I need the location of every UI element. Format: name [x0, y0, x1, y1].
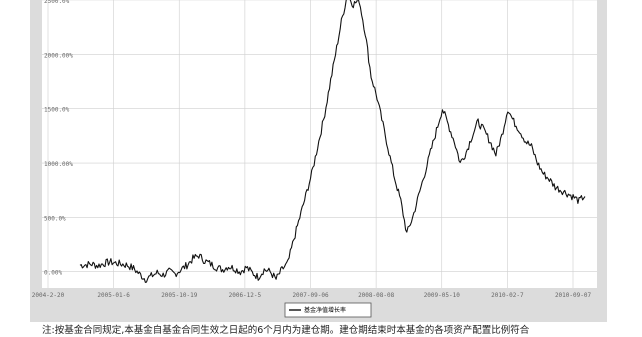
line-chart: 2500.0% 2000.00% 1500.0% 1000.00% 500.0% 0.00…: [32, 0, 597, 318]
x-axis-ticks: 2004-2-20 2005-01-6 2005-10-19 2006-12-5 200…: [32, 292, 592, 299]
grid: [42, 0, 597, 288]
x-tick-label: 2005-01-6: [97, 292, 130, 299]
y-axis-ticks: 2500.0% 2000.00% 1500.0% 1000.00% 500.0% 0.00…: [44, 0, 73, 277]
y-tick-label: 2000.00%: [44, 52, 73, 59]
chart-frame: 2500.0% 2000.00% 1500.0% 1000.00% 500.0% 0.00…: [30, 0, 607, 322]
y-tick-label: 1500.0%: [44, 107, 70, 114]
x-tick-label: 2009-05-10: [424, 292, 461, 299]
x-tick-label: 2010-09-07: [555, 292, 592, 299]
x-tick-label: 2005-10-19: [161, 292, 198, 299]
x-tick-label: 2010-02-7: [491, 292, 524, 299]
y-tick-label: 1000.00%: [44, 161, 73, 168]
y-tick-label: 0.00%: [44, 270, 62, 277]
y-tick-label: 2500.0%: [44, 0, 70, 5]
legend: 基金净值增长率: [284, 302, 372, 318]
x-tick-label: 2006-12-5: [229, 292, 262, 299]
legend-box: [284, 302, 372, 318]
x-tick-label: 2008-08-08: [358, 292, 395, 299]
plot-area: [42, 0, 597, 288]
legend-label: 基金净值增长率: [304, 306, 346, 314]
x-tick-label: 2007-09-06: [292, 292, 329, 299]
y-tick-label: 500.0%: [44, 215, 66, 222]
x-tick-label: 2004-2-20: [32, 292, 65, 299]
series-line: [79, 0, 586, 283]
footnote: 注:按基金合同规定,本基金自基金合同生效之日起的6个月内为建仓期。建仓期结束时本…: [42, 325, 530, 336]
